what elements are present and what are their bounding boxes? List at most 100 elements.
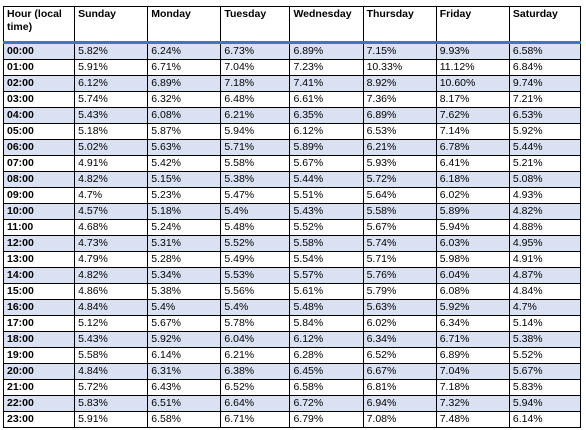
cell-monday: 6.58% <box>147 411 222 428</box>
hour-cell: 06:00 <box>2 139 76 156</box>
cell-wednesday: 6.58% <box>289 379 364 396</box>
table-header: Hour (local time) Sunday Monday Tuesday … <box>2 6 582 44</box>
table-row: 03:00 5.74% 6.32% 6.48% 6.61% 7.36% 8.17% 7.21% <box>2 91 582 108</box>
cell-friday: 6.41% <box>435 155 510 172</box>
cell-saturday: 5.14% <box>508 315 582 332</box>
header-tuesday: Tuesday <box>220 6 291 44</box>
cell-monday: 5.18% <box>147 203 222 220</box>
cell-tuesday: 5.71% <box>220 139 291 156</box>
cell-thursday: 5.74% <box>362 235 437 252</box>
cell-saturday: 4.7% <box>508 299 582 316</box>
cell-monday: 5.87% <box>147 123 222 140</box>
cell-thursday: 5.67% <box>362 219 437 236</box>
cell-wednesday: 6.79% <box>289 411 364 428</box>
cell-monday: 5.63% <box>147 139 222 156</box>
cell-sunday: 5.12% <box>74 315 149 332</box>
cell-tuesday: 5.56% <box>220 283 291 300</box>
cell-sunday: 4.91% <box>74 155 149 172</box>
header-wednesday: Wednesday <box>289 6 364 44</box>
cell-tuesday: 5.4% <box>220 299 291 316</box>
table-row: 15:00 4.86% 5.38% 5.56% 5.61% 5.79% 6.08% 4.84% <box>2 283 582 300</box>
cell-monday: 6.32% <box>147 91 222 108</box>
cell-friday: 8.17% <box>435 91 510 108</box>
hour-cell: 14:00 <box>2 267 76 284</box>
cell-thursday: 7.08% <box>362 411 437 428</box>
cell-thursday: 5.76% <box>362 267 437 284</box>
header-row: Hour (local time) Sunday Monday Tuesday … <box>2 6 582 44</box>
cell-monday: 5.4% <box>147 299 222 316</box>
hour-cell: 19:00 <box>2 347 76 364</box>
cell-wednesday: 6.35% <box>289 107 364 124</box>
cell-thursday: 5.58% <box>362 203 437 220</box>
cell-monday: 6.31% <box>147 363 222 380</box>
cell-tuesday: 6.04% <box>220 331 291 348</box>
cell-friday: 5.98% <box>435 251 510 268</box>
cell-thursday: 6.81% <box>362 379 437 396</box>
hour-cell: 01:00 <box>2 59 76 76</box>
cell-tuesday: 5.47% <box>220 187 291 204</box>
table-row: 13:00 4.79% 5.28% 5.49% 5.54% 5.71% 5.98% 4.91% <box>2 251 582 268</box>
cell-friday: 6.18% <box>435 171 510 188</box>
cell-saturday: 9.74% <box>508 75 582 92</box>
hour-cell: 04:00 <box>2 107 76 124</box>
table-row: 21:00 5.72% 6.43% 6.52% 6.58% 6.81% 7.18% 5.83% <box>2 379 582 396</box>
cell-wednesday: 5.89% <box>289 139 364 156</box>
cell-wednesday: 5.57% <box>289 267 364 284</box>
cell-wednesday: 6.61% <box>289 91 364 108</box>
cell-sunday: 5.74% <box>74 91 149 108</box>
hour-cell: 16:00 <box>2 299 76 316</box>
cell-tuesday: 6.64% <box>220 395 291 412</box>
header-hour: Hour (local time) <box>2 6 76 44</box>
table-row: 17:00 5.12% 5.67% 5.78% 5.84% 6.02% 6.34% 5.14% <box>2 315 582 332</box>
cell-friday: 7.04% <box>435 363 510 380</box>
cell-sunday: 5.91% <box>74 59 149 76</box>
cell-sunday: 5.58% <box>74 347 149 364</box>
table-row: 09:00 4.7% 5.23% 5.47% 5.51% 5.64% 6.02% 4.93% <box>2 187 582 204</box>
table-row: 00:00 5.82% 6.24% 6.73% 6.89% 7.15% 9.93% 6.58% <box>2 42 582 60</box>
hour-cell: 20:00 <box>2 363 76 380</box>
cell-thursday: 5.64% <box>362 187 437 204</box>
cell-friday: 7.18% <box>435 379 510 396</box>
cell-tuesday: 5.38% <box>220 171 291 188</box>
cell-monday: 6.89% <box>147 75 222 92</box>
cell-wednesday: 7.41% <box>289 75 364 92</box>
cell-sunday: 5.43% <box>74 331 149 348</box>
hourly-percentage-table: Hour (local time) Sunday Monday Tuesday … <box>2 6 582 428</box>
cell-wednesday: 6.89% <box>289 42 364 60</box>
table-row: 23:00 5.91% 6.58% 6.71% 6.79% 7.08% 7.48% 6.14% <box>2 411 582 428</box>
cell-monday: 5.67% <box>147 315 222 332</box>
cell-monday: 5.92% <box>147 331 222 348</box>
cell-wednesday: 6.45% <box>289 363 364 380</box>
cell-thursday: 7.36% <box>362 91 437 108</box>
cell-saturday: 6.53% <box>508 107 582 124</box>
hour-cell: 10:00 <box>2 203 76 220</box>
cell-saturday: 5.44% <box>508 139 582 156</box>
cell-thursday: 6.94% <box>362 395 437 412</box>
cell-sunday: 5.91% <box>74 411 149 428</box>
cell-friday: 6.02% <box>435 187 510 204</box>
hour-cell: 22:00 <box>2 395 76 412</box>
cell-friday: 7.62% <box>435 107 510 124</box>
cell-tuesday: 5.49% <box>220 251 291 268</box>
cell-friday: 5.89% <box>435 203 510 220</box>
cell-sunday: 5.83% <box>74 395 149 412</box>
cell-tuesday: 5.78% <box>220 315 291 332</box>
cell-wednesday: 6.12% <box>289 331 364 348</box>
cell-saturday: 5.21% <box>508 155 582 172</box>
hour-cell: 18:00 <box>2 331 76 348</box>
cell-tuesday: 6.21% <box>220 107 291 124</box>
header-monday: Monday <box>147 6 222 44</box>
cell-tuesday: 5.52% <box>220 235 291 252</box>
cell-friday: 6.03% <box>435 235 510 252</box>
cell-sunday: 4.79% <box>74 251 149 268</box>
cell-saturday: 4.82% <box>508 203 582 220</box>
table-row: 06:00 5.02% 5.63% 5.71% 5.89% 6.21% 6.78% 5.44% <box>2 139 582 156</box>
cell-friday: 6.78% <box>435 139 510 156</box>
cell-wednesday: 6.12% <box>289 123 364 140</box>
cell-monday: 6.08% <box>147 107 222 124</box>
cell-monday: 5.24% <box>147 219 222 236</box>
cell-saturday: 4.91% <box>508 251 582 268</box>
cell-thursday: 5.71% <box>362 251 437 268</box>
cell-thursday: 6.34% <box>362 331 437 348</box>
cell-saturday: 6.14% <box>508 411 582 428</box>
